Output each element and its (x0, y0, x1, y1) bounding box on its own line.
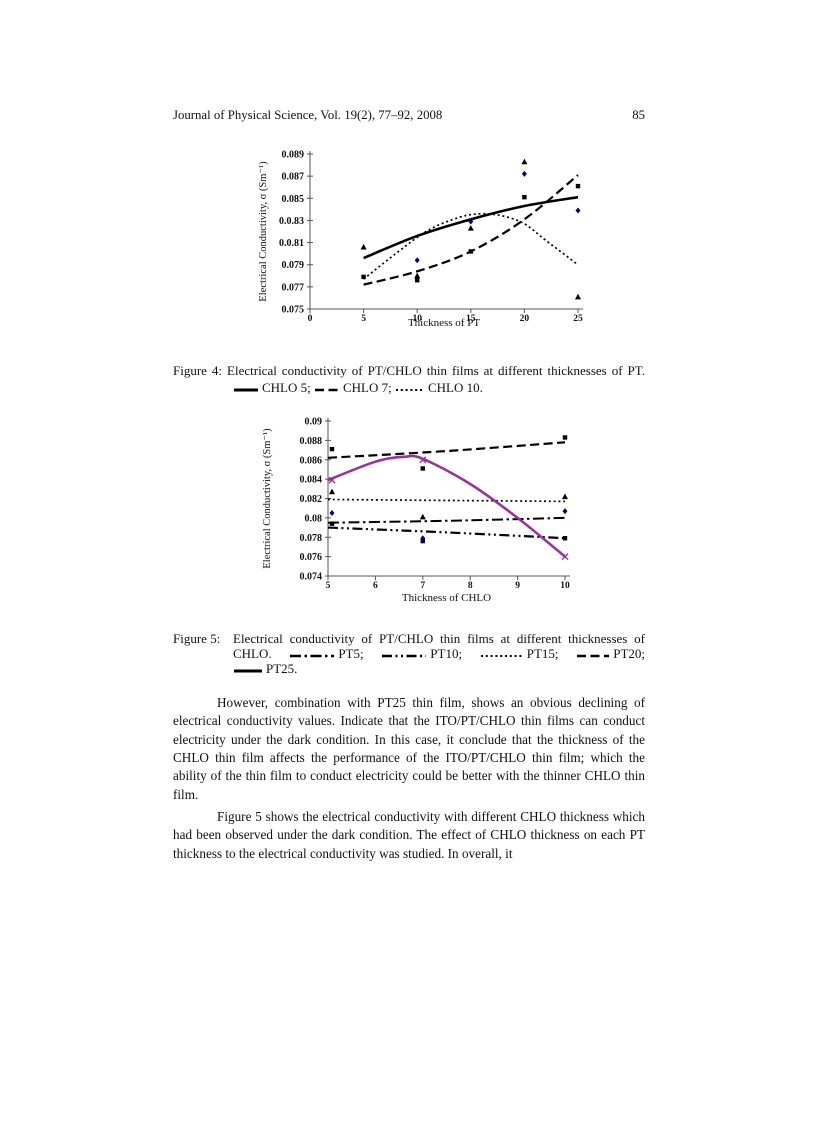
paragraph-1: However, combination with PT25 thin film… (173, 695, 645, 802)
page-number: 85 (632, 108, 645, 122)
page-header: Journal of Physical Science, Vol. 19(2),… (173, 108, 645, 123)
paragraph-2: Figure 5 shows the electrical conductivi… (173, 809, 645, 861)
svg-text:0.085: 0.085 (282, 194, 305, 205)
legend-label: PT20; (613, 646, 646, 662)
markers-square (361, 183, 581, 283)
svg-text:6: 6 (373, 581, 378, 591)
figure4-legend: CHLO 5; CHLO 7; CHLO 10. (233, 380, 645, 395)
svg-text:5: 5 (361, 314, 366, 324)
legend-item-PT10: PT10; (381, 646, 462, 661)
svg-text:Thickness of CHLO: Thickness of CHLO (402, 592, 491, 604)
series-pt15 (327, 498, 566, 503)
svg-text:25: 25 (573, 314, 583, 324)
figure5-caption-text: Electrical conductivity of PT/CHLO thin … (233, 631, 645, 646)
svg-text:0.078: 0.078 (300, 533, 323, 544)
legend-item-PT15: PT15; (480, 646, 559, 661)
legend-line-sample-solid (234, 388, 258, 392)
svg-text:0.075: 0.075 (282, 305, 305, 316)
legend-label: PT25. (266, 661, 298, 677)
legend-label: CHLO 7; (343, 380, 392, 396)
svg-text:20: 20 (520, 314, 530, 324)
legend-label: CHLO 10. (428, 380, 483, 396)
markers-diamond (414, 170, 581, 264)
svg-text:Electrical Conductivity, σ (Sm: Electrical Conductivity, σ (Sm⁻¹) (258, 161, 269, 302)
legend-line-sample-solid (234, 669, 262, 673)
axes: 0.074 0.076 0.078 0.08 0.082 0.084 0.086 0.088 0… (262, 417, 570, 604)
svg-text:10: 10 (560, 581, 570, 591)
figure5-legend-row1: CHLO. PT5; PT10; PT15; PT20; (233, 646, 645, 661)
legend-line-sample-dot (480, 654, 523, 657)
svg-text:0.0.81: 0.0.81 (279, 238, 304, 249)
markers-square (329, 435, 568, 544)
svg-text:0.09: 0.09 (305, 417, 323, 428)
markers-triangle (360, 158, 581, 300)
legend-line-sample-dash (577, 654, 610, 658)
legend-item-PT20: PT20; (576, 646, 645, 661)
series-pt10 (327, 526, 566, 540)
legend-line-sample-dashdot (290, 654, 335, 657)
figure5-chlo-text: CHLO. (233, 646, 272, 662)
legend-label: PT5; (338, 646, 364, 662)
markers-diamond (329, 508, 568, 542)
figure4-label: Figure 4: (173, 363, 223, 378)
legend-label: PT15; (526, 646, 559, 662)
figure4-chart: 0.075 0.077 0.079 0.0.81 0.0.83 0.085 0.087 0.0… (258, 150, 583, 329)
figure4-caption: Figure 4: Electrical conductivity of PT/… (173, 363, 645, 395)
series-pt5 (327, 516, 566, 524)
svg-text:15: 15 (466, 314, 476, 324)
svg-text:Thickness of PT: Thickness of PT (408, 317, 480, 329)
legend-label: PT10; (430, 646, 463, 662)
legend-item-CHLO7: CHLO 7; (314, 380, 392, 395)
svg-text:8: 8 (468, 581, 473, 591)
svg-text:0.074: 0.074 (300, 572, 323, 583)
figure5-chart: 0.074 0.076 0.078 0.08 0.082 0.084 0.086 0.088 0… (262, 417, 570, 604)
svg-text:10: 10 (412, 314, 422, 324)
svg-text:0.0.83: 0.0.83 (279, 216, 304, 227)
legend-item-PT25: PT25. (233, 661, 297, 676)
svg-text:0.077: 0.077 (282, 282, 305, 293)
series-pt20 (327, 441, 566, 459)
legend-item-PT5: PT5; (289, 646, 364, 662)
markers-triangle (329, 488, 568, 520)
svg-text:0.082: 0.082 (300, 494, 323, 505)
svg-text:0.089: 0.089 (282, 150, 305, 161)
legend-line-sample-dot (396, 388, 424, 391)
svg-text:0.088: 0.088 (300, 436, 323, 447)
figure4-caption-text: Electrical conductivity of PT/CHLO thin … (227, 363, 645, 378)
svg-text:Electrical Conductivity, σ (Sm: Electrical Conductivity, σ (Sm⁻¹) (262, 428, 273, 569)
figure5-legend-row2: PT25. (233, 661, 645, 676)
svg-text:0: 0 (308, 314, 313, 324)
svg-text:0.084: 0.084 (300, 475, 323, 486)
axes: 0.075 0.077 0.079 0.0.81 0.0.83 0.085 0.087 0.0… (258, 150, 583, 329)
svg-text:0.076: 0.076 (300, 552, 323, 563)
series-pt25 (327, 454, 566, 558)
journal-title: Journal of Physical Science, Vol. 19(2),… (173, 108, 443, 122)
legend-line-sample-dashdotdot (382, 654, 427, 658)
legend-item-CHLO5: CHLO 5; (233, 380, 311, 395)
legend-line-sample-dash (315, 388, 339, 392)
figure5-label: Figure 5: (173, 631, 221, 646)
series-chlo-10 (363, 212, 579, 280)
markers-x (328, 456, 569, 561)
figure5-caption: Figure 5: Electrical conductivity of PT/… (173, 631, 645, 677)
svg-text:0.08: 0.08 (305, 513, 323, 524)
legend-label: CHLO 5; (262, 380, 311, 396)
figure4-caption-line1: Figure 4: Electrical conductivity of PT/… (173, 363, 645, 378)
svg-text:0.079: 0.079 (282, 260, 305, 271)
svg-text:9: 9 (515, 581, 520, 591)
svg-text:0.087: 0.087 (282, 172, 305, 183)
svg-text:7: 7 (420, 581, 425, 591)
svg-text:5: 5 (326, 581, 331, 591)
svg-text:0.086: 0.086 (300, 455, 323, 466)
legend-item-CHLO10: CHLO 10. (395, 380, 483, 395)
